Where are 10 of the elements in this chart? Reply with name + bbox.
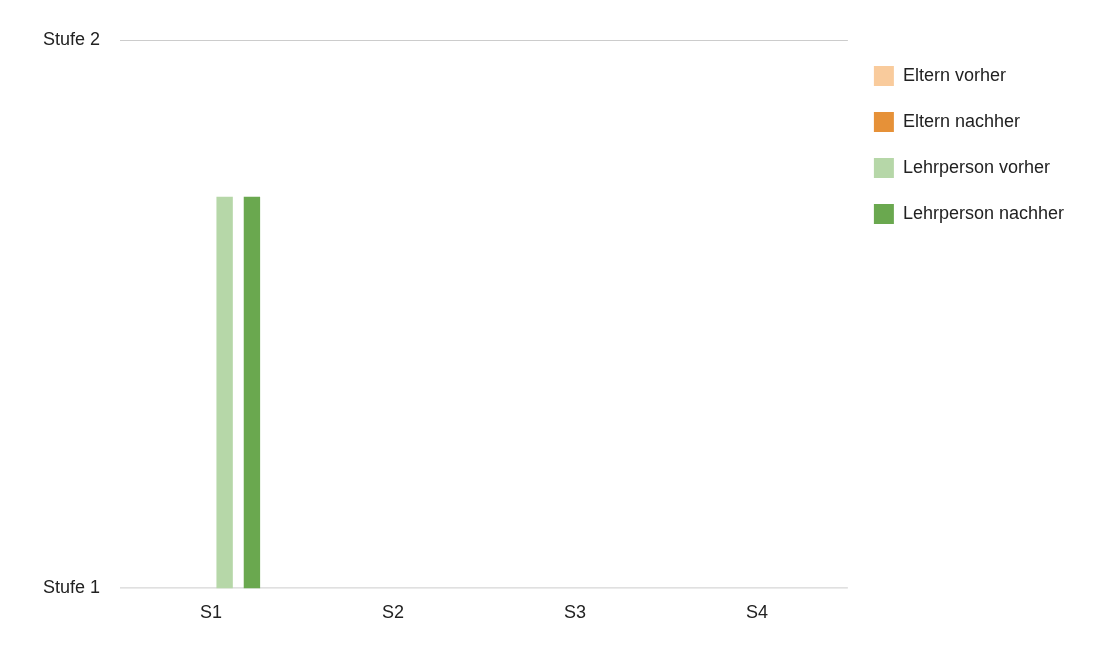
x-tick-label: S1 bbox=[199, 602, 222, 623]
legend-label: Eltern vorher bbox=[902, 64, 1006, 85]
x-tick-label: S4 bbox=[745, 602, 768, 623]
x-tick-label: S2 bbox=[381, 602, 404, 623]
text: Stufe 2 bbox=[42, 28, 100, 49]
legend-label: Lehrperson vorher bbox=[902, 156, 1050, 177]
x-tick-label: S3 bbox=[563, 602, 586, 623]
text: Stufe 1 bbox=[42, 577, 100, 598]
legend-label: Lehrperson nachher bbox=[902, 202, 1065, 223]
legend-label: Eltern nachher bbox=[902, 110, 1020, 131]
